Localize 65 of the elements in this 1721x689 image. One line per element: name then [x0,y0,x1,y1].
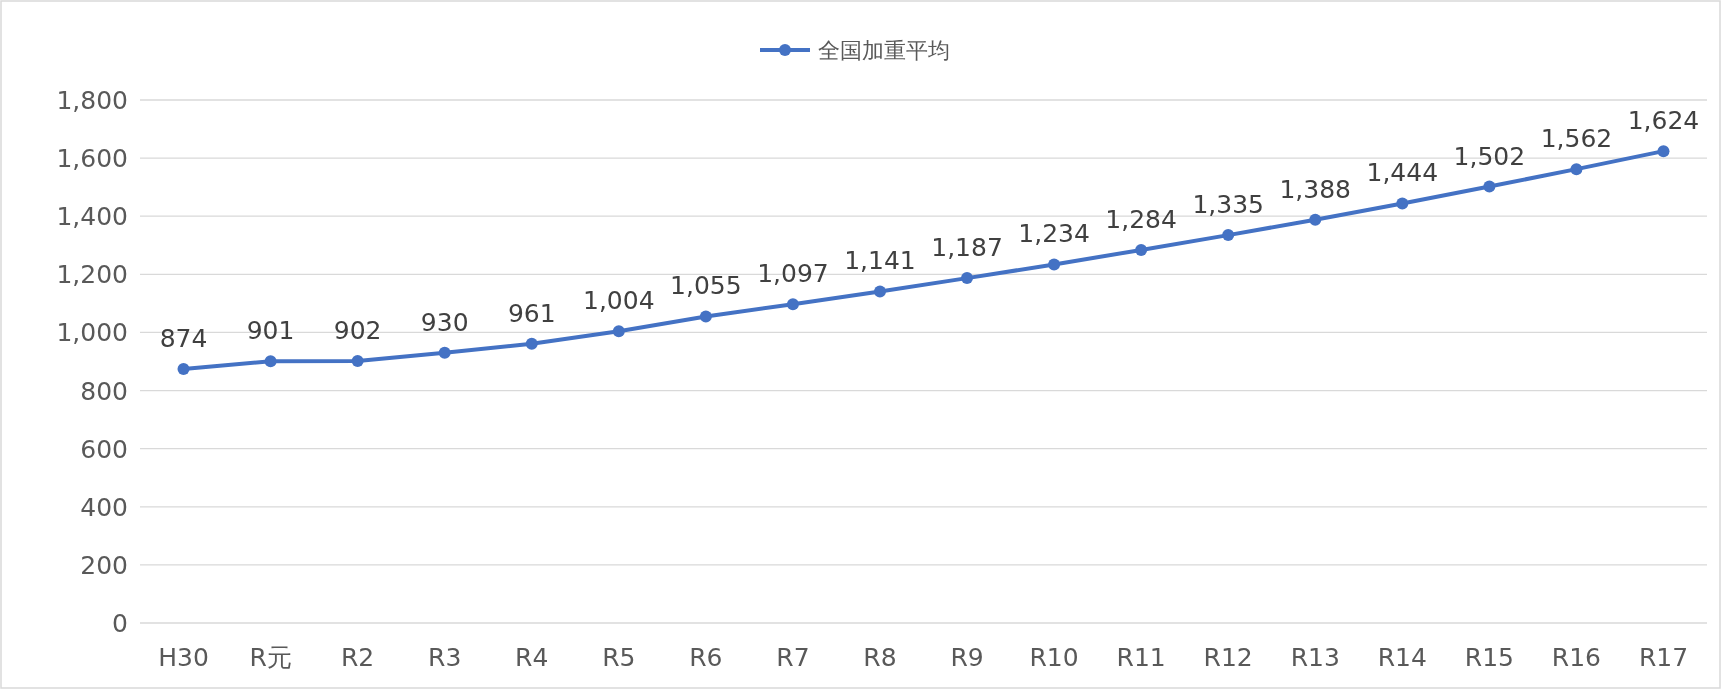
x-tick-label: R元 [249,643,292,672]
point [1657,145,1670,158]
y-tick-label: 1,200 [56,260,128,290]
legend-label: 全国加重平均 [818,38,950,63]
y-tick-label: 0 [112,609,128,638]
x-tick-label: R17 [1638,643,1689,672]
data-label: 1,388 [1279,174,1352,204]
x-tick-label: R6 [689,643,723,672]
y-tick-label: 400 [80,492,128,522]
point [438,346,451,359]
point [1396,197,1409,210]
data-label: 961 [507,298,556,328]
data-label: 874 [159,324,208,354]
x-tick-label: R8 [863,643,897,672]
point [264,355,277,368]
x-tick-label: R5 [602,643,636,672]
point [351,354,364,367]
x-tick-label: R9 [950,643,984,672]
x-tick-label: R3 [428,643,462,672]
y-tick-label: 800 [80,376,128,406]
x-tick-label: R16 [1551,643,1602,672]
x-tick-label: R10 [1029,643,1079,672]
data-label: 901 [246,316,295,346]
data-label: 930 [420,307,469,337]
point [1048,258,1061,271]
point [1222,229,1235,242]
x-tick-label: R14 [1377,643,1427,672]
y-tick-label: 1,600 [56,144,128,174]
x-tick-label: R2 [341,643,375,672]
x-tick-label: R4 [515,643,549,672]
point [1309,213,1322,226]
point [873,285,886,298]
point [525,337,538,350]
point [961,272,974,285]
y-tick-label: 1,800 [56,86,128,115]
data-label: 1,562 [1540,124,1613,154]
x-tick-label: R13 [1290,643,1340,672]
data-label: 1,444 [1366,158,1439,188]
x-tick-label: R15 [1464,643,1514,672]
x-tick-label: R12 [1203,643,1253,672]
data-label: 1,335 [1192,190,1264,220]
point [612,325,625,338]
point [1483,180,1496,193]
data-label: 1,055 [670,271,742,301]
data-label: 902 [333,315,382,345]
point [1135,243,1148,256]
y-tick-label: 600 [80,434,128,464]
point [786,298,799,311]
x-tick-label: H30 [158,643,209,672]
point [1570,163,1583,176]
data-label: 1,187 [931,233,1003,263]
x-tick-label: R7 [776,643,810,672]
data-label: 1,141 [844,246,916,276]
data-label: 1,004 [583,286,655,316]
data-label: 1,097 [757,259,829,289]
point [177,363,190,376]
x-tick-label: R11 [1116,643,1166,672]
data-label: 1,502 [1453,141,1526,171]
data-label: 1,284 [1105,204,1177,234]
y-tick-label: 200 [80,550,128,580]
y-tick-label: 1,400 [56,202,128,232]
data-label: 1,234 [1018,219,1090,249]
point [699,310,712,323]
y-tick-label: 1,000 [56,318,128,348]
data-label: 1,624 [1627,106,1700,136]
